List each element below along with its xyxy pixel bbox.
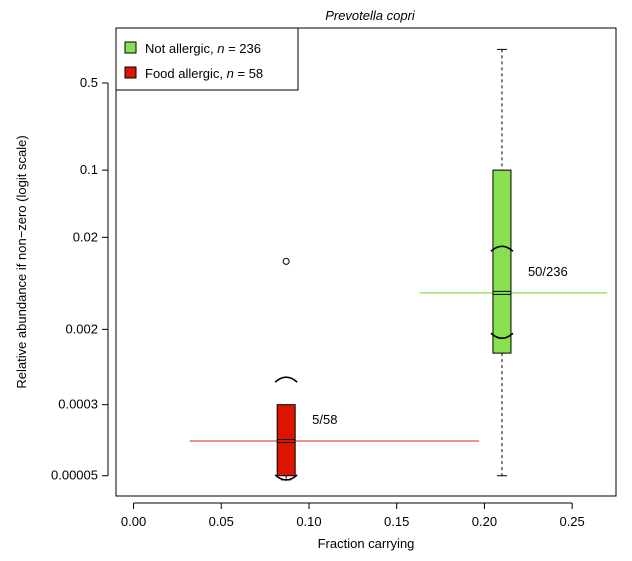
x-tick-label: 0.15 — [384, 514, 409, 529]
y-axis-label: Relative abundance if non−zero (logit sc… — [14, 135, 29, 388]
count-annotation: 5/58 — [312, 412, 337, 427]
y-tick-label: 0.02 — [73, 229, 98, 244]
axis-layer: 0.00 0.05 0.10 0.15 0.20 0.25 0.00005 0.0003 0.0… — [51, 75, 585, 529]
y-tick-label: 0.0003 — [58, 397, 98, 412]
x-tick-label: 0.05 — [209, 514, 234, 529]
notch-upper — [490, 245, 514, 252]
box — [276, 404, 296, 477]
x-tick-label: 0.10 — [296, 514, 321, 529]
plot-area-frame — [115, 27, 617, 497]
x-tick-label: 0.20 — [472, 514, 497, 529]
box — [492, 169, 512, 354]
y-tick-label: 0.002 — [65, 321, 98, 336]
x-tick-label: 0.00 — [121, 514, 146, 529]
count-annotation: 50/236 — [528, 264, 568, 279]
legend: Not allergic, n = 236 Food allergic, n =… — [115, 27, 299, 91]
y-tick-label: 0.1 — [80, 162, 98, 177]
legend-swatch-not-allergic — [124, 41, 137, 54]
legend-entry-not-allergic: Not allergic, n = 236 — [145, 41, 261, 56]
chart-title: Prevotella copri — [325, 8, 416, 23]
series-layer: 50/236 5/58 — [189, 48, 608, 481]
x-axis-label: Fraction carrying — [318, 536, 415, 551]
outlier-point — [282, 257, 290, 265]
notch-lower — [274, 474, 298, 481]
box-series: 5/58 — [189, 257, 480, 481]
legend-swatch-food-allergic — [124, 66, 137, 79]
box-series: 50/236 — [419, 48, 608, 477]
y-tick-label: 0.00005 — [51, 468, 98, 483]
x-tick-label: 0.25 — [559, 514, 584, 529]
legend-frame — [115, 27, 299, 91]
notch-lower — [490, 332, 514, 340]
legend-entry-food-allergic: Food allergic, n = 58 — [145, 66, 263, 81]
y-tick-label: 0.5 — [80, 75, 98, 90]
notch-upper — [274, 376, 298, 383]
